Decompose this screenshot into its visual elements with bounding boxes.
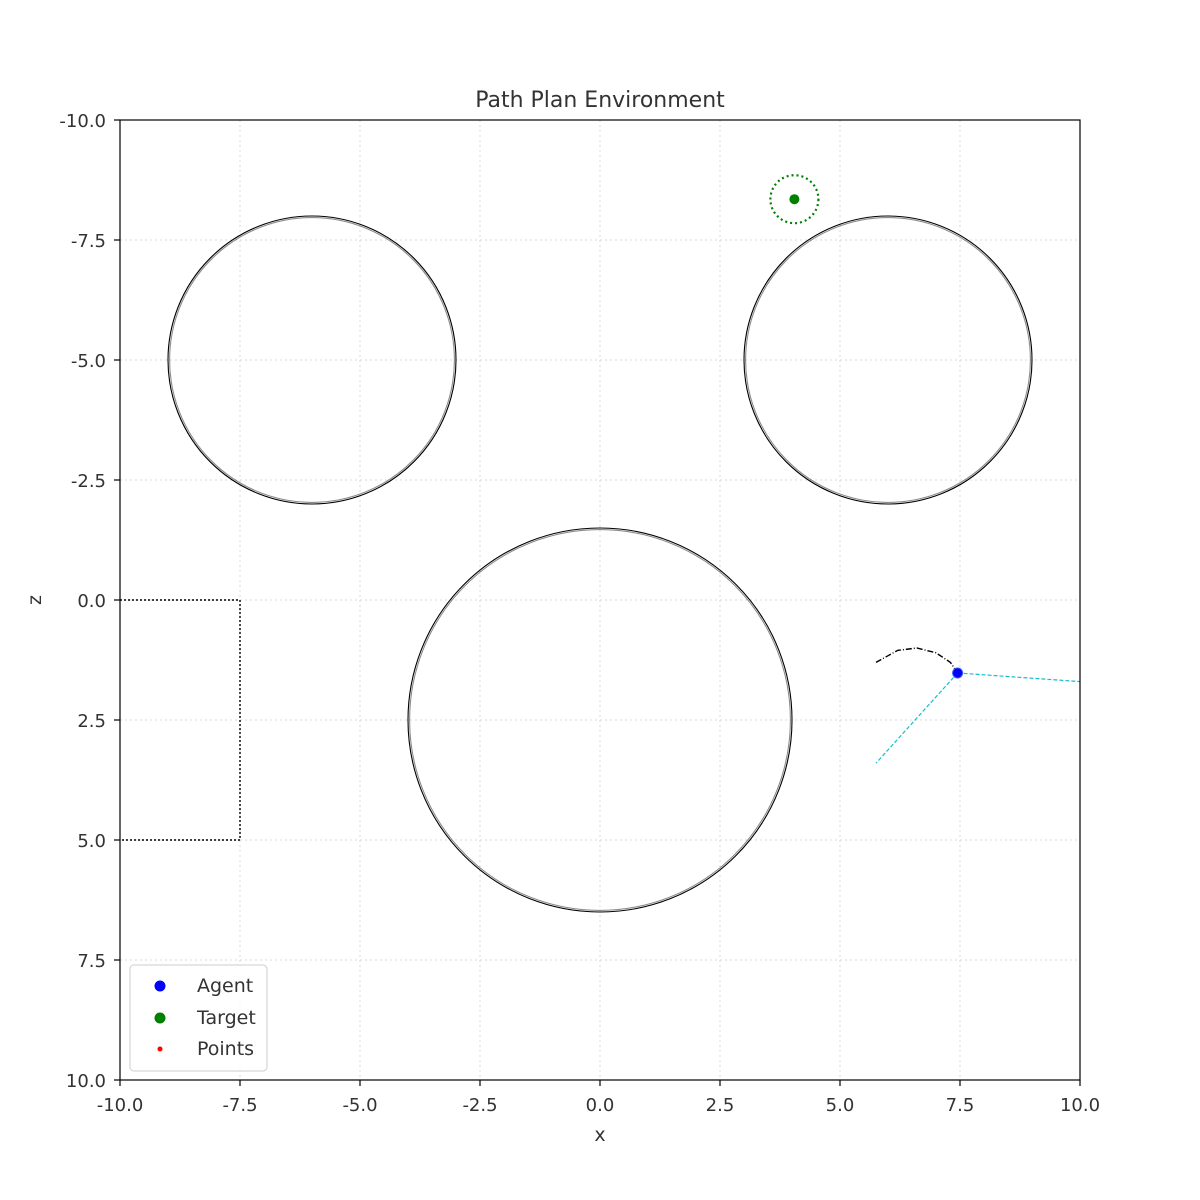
agent-trail [875, 647, 959, 674]
circle-obstacle-inner [745, 217, 1031, 503]
obstacle-layer [120, 215, 1033, 913]
legend: Agent Target Points [129, 964, 268, 1072]
x-tick-label: 5.0 [826, 1095, 855, 1116]
tick-layer: -10.0 -7.5 -5.0 -2.5 0.0 2.5 5.0 7.5 10.0 -10.0 -7… [59, 111, 1100, 1116]
legend-box [129, 964, 268, 1072]
x-tick-label: -2.5 [462, 1095, 497, 1116]
z-tick-label: 0.0 [77, 591, 106, 612]
sensor-ray [957, 672, 1081, 683]
agent-point [952, 667, 964, 679]
x-tick-label: 10.0 [1060, 1095, 1100, 1116]
legend-agent-marker [154, 980, 166, 992]
legend-points-label: Points [197, 1038, 254, 1060]
agent-layer [769, 174, 1081, 764]
x-tick-label: 7.5 [946, 1095, 975, 1116]
target-point [789, 194, 800, 205]
z-tick-label: 2.5 [77, 711, 106, 732]
circle-obstacle [407, 527, 793, 913]
z-tick-label: 7.5 [77, 951, 106, 972]
z-tick-label: 10.0 [66, 1071, 106, 1092]
x-tick-label: -7.5 [222, 1095, 257, 1116]
x-tick-label: 0.0 [586, 1095, 615, 1116]
legend-target-marker [154, 1012, 166, 1024]
target-radius [769, 174, 820, 225]
legend-agent-label: Agent [197, 975, 253, 997]
chart-title: Path Plan Environment [475, 88, 725, 113]
z-tick-label: -7.5 [71, 231, 106, 252]
circle-obstacle-inner [409, 529, 791, 911]
grid-layer [119, 119, 1081, 1081]
sensor-ray [875, 672, 959, 764]
x-tick-label: -5.0 [342, 1095, 377, 1116]
legend-points-marker [157, 1046, 163, 1052]
x-tick-label: -10.0 [97, 1095, 144, 1116]
circle-obstacle-inner [169, 217, 455, 503]
z-tick-label: -2.5 [71, 471, 106, 492]
z-tick-label: -10.0 [59, 111, 106, 132]
z-tick-label: 5.0 [77, 831, 106, 852]
legend-target-label: Target [196, 1007, 256, 1029]
y-axis-label: z [24, 595, 46, 605]
circle-obstacle [743, 215, 1033, 505]
rect-obstacle [120, 599, 241, 841]
z-tick-label: -5.0 [71, 351, 106, 372]
x-axis-label: x [594, 1124, 605, 1146]
circle-obstacle [167, 215, 457, 505]
x-tick-label: 2.5 [706, 1095, 735, 1116]
